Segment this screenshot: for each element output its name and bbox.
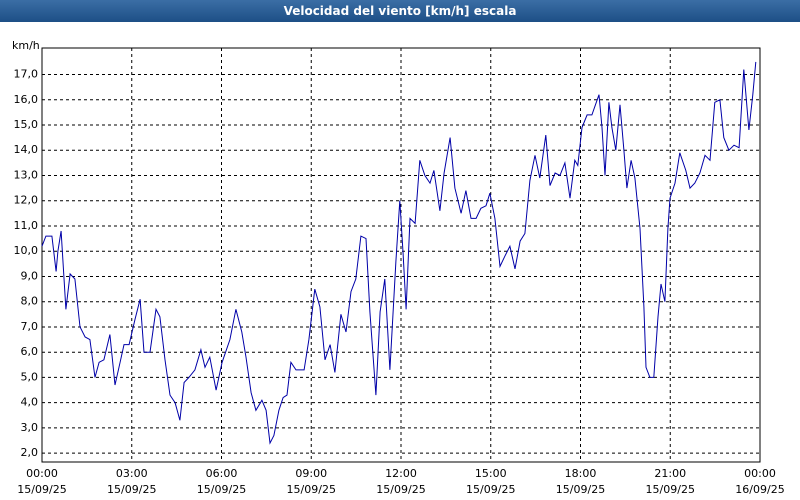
x-tick-date: 15/09/25 <box>466 483 515 496</box>
x-tick-date: 15/09/25 <box>107 483 156 496</box>
x-tick-label: 09:00 <box>295 467 327 480</box>
x-tick-date: 15/09/25 <box>556 483 605 496</box>
y-tick-label: 7,0 <box>21 320 39 333</box>
x-tick-date: 16/09/25 <box>735 483 784 496</box>
y-tick-label: 15,0 <box>14 118 39 131</box>
y-tick-label: 17,0 <box>14 68 39 81</box>
x-tick-date: 15/09/25 <box>197 483 246 496</box>
y-tick-label: 6,0 <box>21 345 39 358</box>
x-tick-date: 15/09/25 <box>17 483 66 496</box>
y-tick-label: 12,0 <box>14 194 39 207</box>
y-tick-label: 3,0 <box>21 421 39 434</box>
y-tick-label: 11,0 <box>14 219 39 232</box>
x-tick-label: 21:00 <box>654 467 686 480</box>
x-tick-label: 00:00 <box>26 467 58 480</box>
x-tick-label: 12:00 <box>385 467 417 480</box>
x-tick-date: 15/09/25 <box>376 483 425 496</box>
y-tick-label: 16,0 <box>14 93 39 106</box>
data-line <box>41 61 757 445</box>
y-axis-label: km/h <box>12 39 40 52</box>
x-tick-label: 03:00 <box>116 467 148 480</box>
x-tick-date: 15/09/25 <box>646 483 695 496</box>
x-tick-label: 18:00 <box>565 467 597 480</box>
title-bar: Velocidad del viento [km/h] escala <box>0 0 800 22</box>
y-tick-label: 4,0 <box>21 396 39 409</box>
y-tick-label: 9,0 <box>21 269 39 282</box>
y-tick-label: 8,0 <box>21 295 39 308</box>
y-tick-label: 2,0 <box>21 446 39 459</box>
y-tick-label: 10,0 <box>14 244 39 257</box>
x-tick-label: 15:00 <box>475 467 507 480</box>
x-tick-label: 06:00 <box>206 467 238 480</box>
y-tick-label: 5,0 <box>21 370 39 383</box>
y-tick-label: 13,0 <box>14 168 39 181</box>
plot-border <box>41 47 761 463</box>
x-tick-date: 15/09/25 <box>287 483 336 496</box>
y-tick-label: 14,0 <box>14 143 39 156</box>
chart: km/h 2,0 3,0 4,0 5,0 6,0 7,0 8,0 9,0 10,0 11,0 12,… <box>12 39 785 496</box>
x-tick-label: 00:00 <box>744 467 776 480</box>
